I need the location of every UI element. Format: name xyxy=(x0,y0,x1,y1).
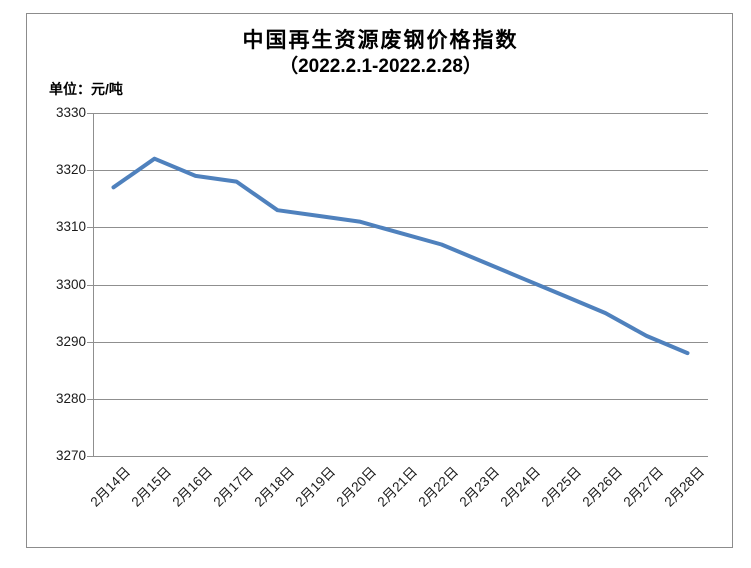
price-line xyxy=(111,156,690,356)
chart-title: 中国再生资源废钢价格指数 xyxy=(242,29,519,52)
chart-subtitle: （2022.2.1-2022.2.28） xyxy=(279,56,482,77)
title-block: 中国再生资源废钢价格指数 （2022.2.1-2022.2.28） xyxy=(27,28,734,80)
unit-label: 单位：元/吨 xyxy=(49,81,123,97)
chart-frame: 中国再生资源废钢价格指数 （2022.2.1-2022.2.28） 单位：元/吨 xyxy=(26,13,733,548)
